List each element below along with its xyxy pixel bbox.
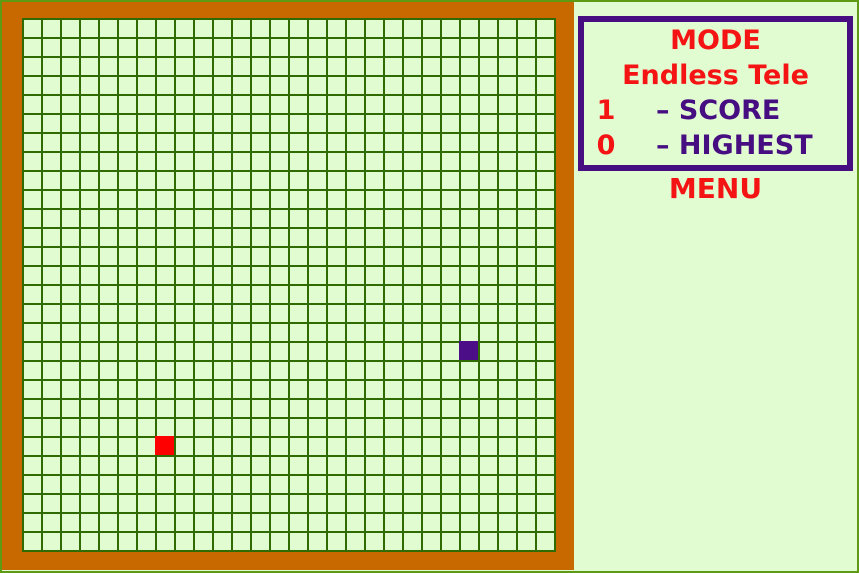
- menu-button[interactable]: MENU: [668, 172, 763, 205]
- score-label: – SCORE: [656, 95, 781, 126]
- score-panel: MODE Endless Tele 1 – SCORE 0 – HIGHEST: [578, 16, 853, 171]
- play-grid: [22, 18, 556, 552]
- highest-row: 0 – HIGHEST: [584, 128, 847, 163]
- mode-value: Endless Tele: [622, 60, 809, 91]
- score-row: 1 – SCORE: [584, 93, 847, 128]
- game-board[interactable]: [2, 2, 574, 570]
- highest-label: – HIGHEST: [656, 130, 813, 161]
- food-square: [155, 436, 174, 455]
- mode-heading: MODE: [670, 25, 761, 56]
- snake-square: [459, 341, 478, 360]
- highest-value: 0: [596, 130, 616, 161]
- score-value: 1: [596, 95, 616, 126]
- hud-panel: MODE Endless Tele 1 – SCORE 0 – HIGHEST …: [578, 16, 853, 204]
